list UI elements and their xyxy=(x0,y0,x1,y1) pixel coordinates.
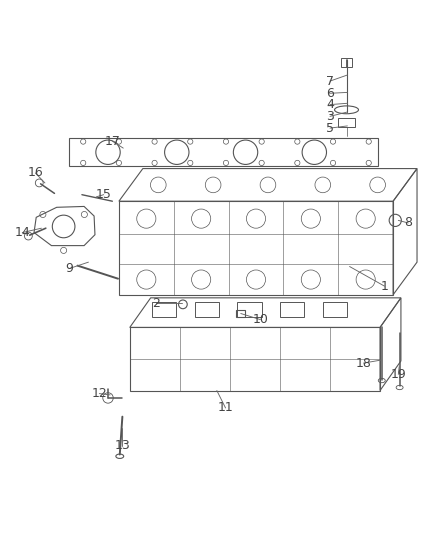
Bar xyxy=(194,302,219,317)
Text: 1: 1 xyxy=(381,280,389,293)
Text: 12: 12 xyxy=(92,387,107,400)
Text: 19: 19 xyxy=(390,368,406,381)
Text: 9: 9 xyxy=(65,262,73,275)
Text: 6: 6 xyxy=(326,87,334,100)
Text: 15: 15 xyxy=(96,188,112,201)
Bar xyxy=(338,118,355,127)
Text: 10: 10 xyxy=(252,313,268,326)
Text: 13: 13 xyxy=(114,439,130,453)
Text: 8: 8 xyxy=(404,216,412,230)
Text: 2: 2 xyxy=(152,297,160,310)
Text: 4: 4 xyxy=(326,98,334,111)
Bar xyxy=(280,302,304,317)
Bar xyxy=(237,302,261,317)
Bar xyxy=(322,302,347,317)
Text: 11: 11 xyxy=(218,401,233,415)
Bar xyxy=(237,310,245,317)
Text: 7: 7 xyxy=(326,75,334,87)
Text: 5: 5 xyxy=(326,122,334,135)
Text: 16: 16 xyxy=(28,166,43,180)
Bar xyxy=(341,59,352,67)
Text: 14: 14 xyxy=(14,226,30,239)
Text: 3: 3 xyxy=(326,110,334,123)
Text: 17: 17 xyxy=(104,135,120,148)
Text: 18: 18 xyxy=(356,357,371,369)
Bar xyxy=(152,302,177,317)
